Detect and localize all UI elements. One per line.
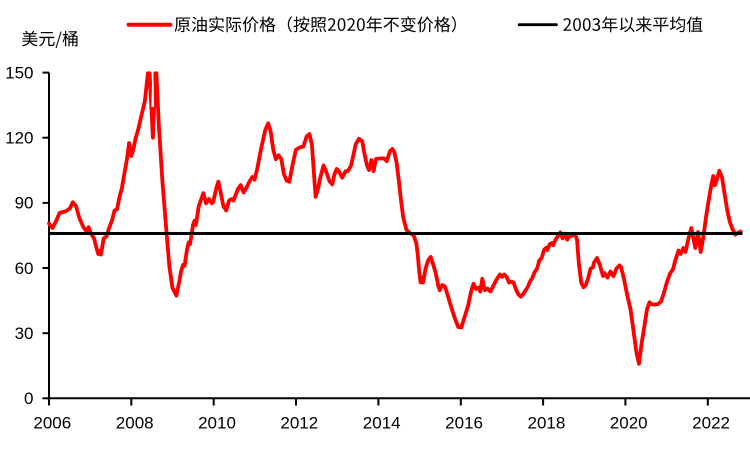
svg-text:150: 150 bbox=[5, 63, 33, 82]
svg-text:2018: 2018 bbox=[527, 414, 565, 433]
svg-text:2010: 2010 bbox=[198, 414, 236, 433]
svg-text:90: 90 bbox=[15, 194, 34, 213]
svg-text:2016: 2016 bbox=[445, 414, 483, 433]
svg-text:30: 30 bbox=[15, 324, 34, 343]
svg-text:60: 60 bbox=[15, 259, 34, 278]
svg-text:0: 0 bbox=[24, 389, 33, 408]
svg-text:2012: 2012 bbox=[280, 414, 318, 433]
svg-text:2008: 2008 bbox=[116, 414, 154, 433]
svg-text:2006: 2006 bbox=[33, 414, 71, 433]
svg-text:2022: 2022 bbox=[692, 414, 730, 433]
svg-text:2020: 2020 bbox=[610, 414, 648, 433]
svg-text:2014: 2014 bbox=[363, 414, 401, 433]
svg-text:120: 120 bbox=[5, 129, 33, 148]
